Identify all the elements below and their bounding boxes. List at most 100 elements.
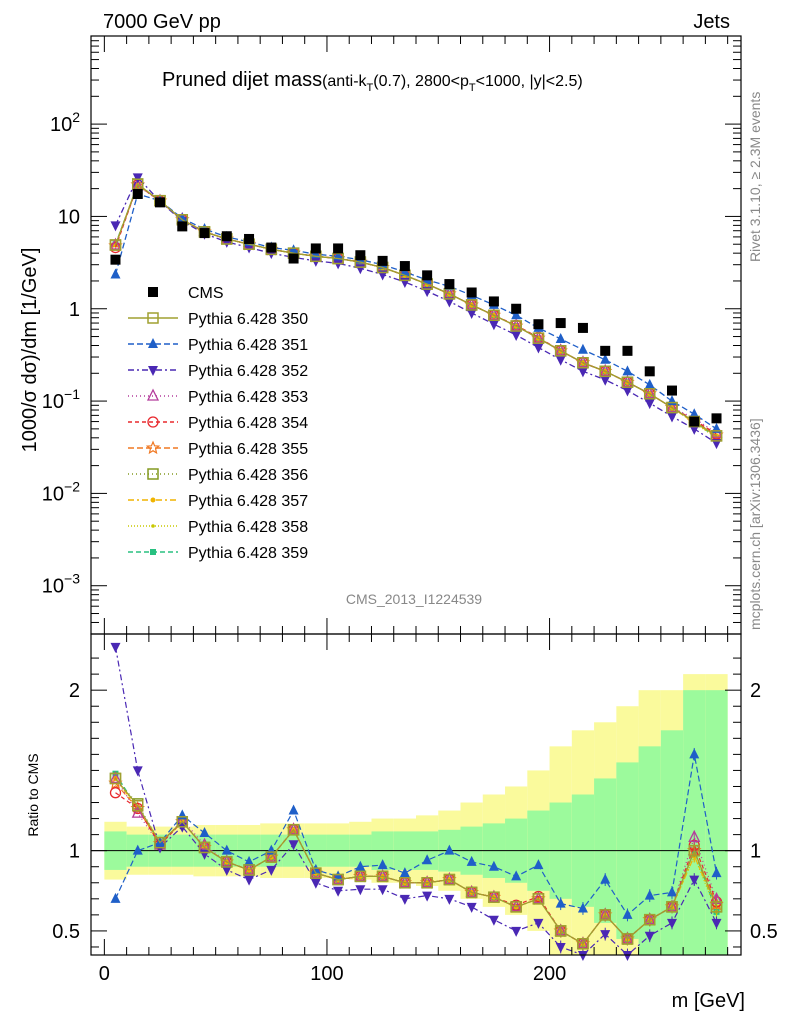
ratio-point-351	[377, 859, 388, 870]
point-352	[666, 412, 677, 423]
data-point-cms	[511, 303, 522, 314]
ratio-point-352	[110, 642, 121, 653]
point-350	[599, 365, 611, 378]
ratio-point-352	[488, 915, 499, 926]
ratio-point-350	[332, 873, 344, 886]
ratio-point-350	[554, 925, 567, 937]
ratio-point-351	[110, 892, 121, 903]
ratio-point-351	[711, 867, 722, 878]
ratio-point-350	[421, 877, 433, 889]
point-352	[600, 375, 611, 386]
ratio-point-353	[265, 849, 278, 862]
ratio-point-350	[443, 873, 456, 886]
ratio-point-351	[488, 860, 499, 871]
ratio-point-352	[422, 891, 433, 902]
legend-label: Pythia 6.428 355	[188, 441, 308, 458]
ratio-point-350	[131, 799, 144, 812]
point-350	[710, 430, 723, 442]
series-CMS	[110, 188, 722, 427]
y-tick-label: 102	[50, 109, 80, 136]
legend-label: Pythia 6.428 353	[188, 389, 308, 406]
ratio-point-353	[688, 829, 701, 842]
ratio-panel-content	[108, 642, 724, 961]
legend-marker	[150, 497, 156, 503]
ratio-point-353	[376, 868, 389, 882]
point-351	[644, 378, 655, 389]
point-352	[110, 221, 121, 232]
ratio-point-352	[577, 951, 588, 961]
legend-marker	[148, 287, 158, 297]
legend-label: Pythia 6.428 357	[188, 493, 308, 510]
ratio-point-351	[422, 854, 433, 865]
ratio-point-352	[533, 918, 544, 929]
legend-marker	[147, 416, 159, 428]
point-350	[554, 345, 567, 357]
legend-marker	[150, 549, 156, 555]
point-351	[622, 365, 633, 376]
legend: CMS Pythia 6.428 350 Pythia 6.428 351 Pythi…	[128, 285, 308, 562]
ratio-point-353	[109, 770, 122, 784]
ratio-point-350	[221, 856, 233, 868]
ratio-point-350	[577, 938, 589, 950]
point-351	[577, 343, 588, 354]
data-point-cms	[177, 221, 188, 232]
ratio-point-352	[221, 865, 232, 876]
ratio-point-350	[198, 841, 211, 854]
ratio-point-351	[511, 870, 522, 881]
ratio-point-351	[199, 827, 210, 838]
header-right: Jets	[693, 11, 730, 33]
ratio-point-351	[644, 889, 655, 900]
ratio-point-352	[333, 886, 344, 897]
data-point-cms	[266, 242, 277, 253]
ratio-point-352	[466, 902, 477, 913]
header-left: 7000 GeV pp	[103, 11, 221, 33]
point-352	[466, 308, 477, 319]
point-352	[577, 367, 588, 378]
data-point-cms	[644, 366, 655, 377]
data-point-cms	[577, 322, 588, 333]
ratio-y-tick-label-right: 2	[750, 680, 761, 702]
legend-marker	[148, 338, 158, 348]
ratio-point-353	[443, 872, 456, 885]
data-point-cms	[132, 188, 143, 199]
ratio-point-352	[310, 878, 321, 889]
uncertainty-bands	[91, 674, 741, 955]
analysis-id: CMS_2013_I1224539	[346, 591, 482, 607]
data-point-cms	[199, 228, 210, 239]
main-panel-content	[108, 173, 724, 450]
ratio-point-353	[354, 868, 367, 882]
legend-marker	[148, 366, 158, 376]
data-point-cms	[422, 270, 433, 281]
legend-entry-350: Pythia 6.428 350	[128, 311, 308, 328]
legend-entry-351: Pythia 6.428 351	[128, 337, 308, 354]
point-350	[332, 252, 344, 265]
ratio-point-350	[310, 867, 322, 879]
point-352	[644, 399, 655, 410]
legend-label: Pythia 6.428 359	[188, 545, 308, 562]
ratio-y-tick-label: 0.5	[52, 921, 80, 943]
ratio-point-350	[599, 909, 611, 921]
ratio-point-351	[221, 844, 232, 855]
point-352	[555, 355, 566, 366]
legend-entry-CMS: CMS	[148, 285, 224, 302]
point-352	[132, 173, 143, 184]
x-tick-label: 100	[310, 963, 343, 985]
point-350	[666, 401, 678, 414]
point-350	[577, 357, 589, 369]
point-350	[643, 388, 656, 400]
ratio-point-350	[510, 901, 522, 913]
ratio-line-351	[114, 754, 718, 916]
ratio-point-351	[333, 870, 344, 881]
data-point-cms	[444, 279, 455, 290]
point-351	[177, 212, 188, 223]
x-axis-label: m [GeV]	[672, 990, 745, 1012]
point-353	[109, 237, 122, 250]
ratio-point-352	[444, 894, 455, 905]
data-point-cms	[466, 287, 477, 298]
ratio-point-352	[244, 875, 255, 886]
ratio-point-352	[511, 926, 522, 937]
ratio-point-352	[399, 894, 410, 905]
data-point-cms	[622, 345, 633, 356]
ratio-point-351	[288, 804, 299, 815]
x-tick-label: 200	[533, 963, 566, 985]
